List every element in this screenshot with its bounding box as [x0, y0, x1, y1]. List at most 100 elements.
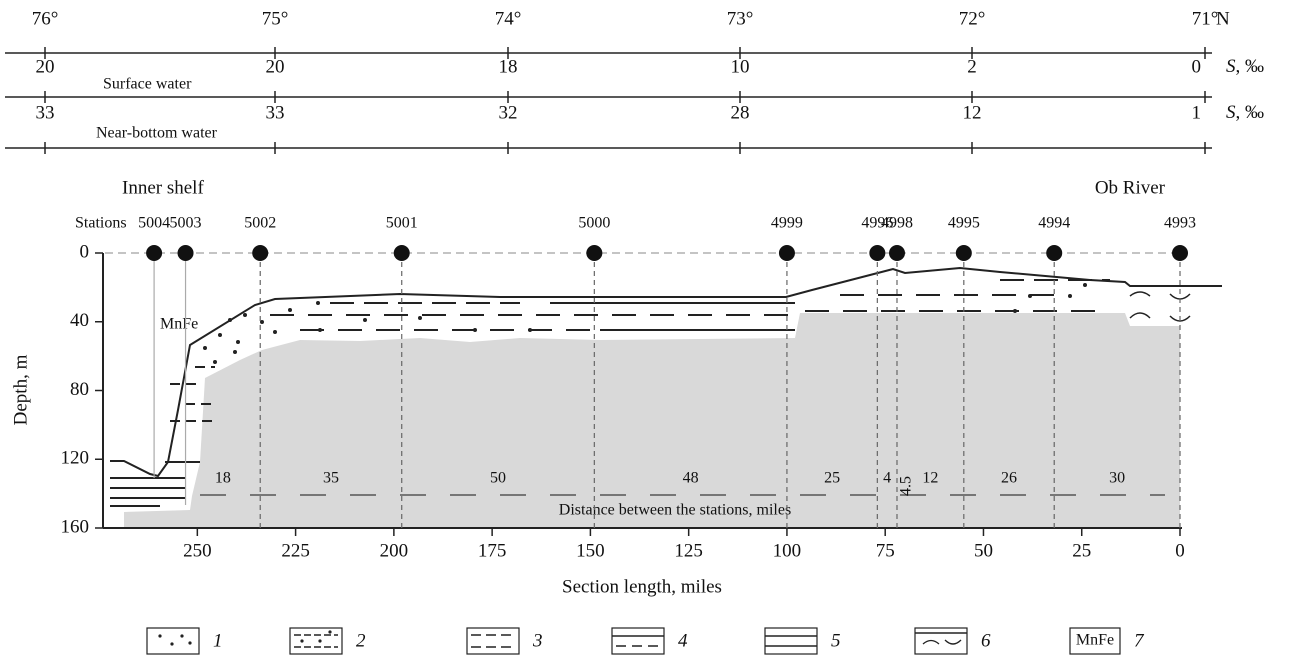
- legend-swatch: [764, 627, 818, 655]
- station-id: 4994: [1038, 215, 1070, 232]
- salinity-value: 33: [266, 102, 285, 123]
- legend-swatch: [466, 627, 520, 655]
- x-tick-label: 100: [773, 540, 802, 561]
- salinity-value: 28: [731, 102, 750, 123]
- x-tick-label: 225: [281, 540, 310, 561]
- legend-swatch: [289, 627, 343, 655]
- station-id: 5001: [386, 215, 418, 232]
- distances-caption: Distance between the stations, miles: [559, 502, 791, 519]
- station-marker: [393, 245, 410, 261]
- station-id: 4995: [948, 215, 980, 232]
- gap-label: 26: [1001, 470, 1017, 487]
- swatch-dot: [300, 639, 304, 643]
- longitude-label: 76°: [32, 8, 59, 29]
- gap-label: 12: [922, 470, 938, 487]
- longitude-label: 74°: [495, 8, 522, 29]
- salinity-value: 0: [1192, 56, 1202, 77]
- swatch-dot: [158, 634, 162, 638]
- station-marker: [177, 245, 194, 261]
- y-axis-label: Depth, m: [10, 354, 31, 425]
- swatch-dot: [188, 641, 192, 645]
- station-id: 4996: [861, 215, 893, 232]
- legend-number: 5: [831, 630, 841, 651]
- swatch-dot: [170, 642, 174, 646]
- gap-label: 35: [323, 470, 339, 487]
- region-left: Inner shelf: [122, 177, 204, 198]
- station-marker: [146, 245, 163, 261]
- station-marker: [888, 245, 905, 261]
- region-right: Ob River: [1095, 177, 1166, 198]
- unit-symbol: S: [1226, 102, 1236, 123]
- layer-patterns: [110, 279, 1191, 507]
- salinity-value: 2: [967, 56, 977, 77]
- gap-label: 18: [215, 470, 231, 487]
- station-marker: [869, 245, 886, 261]
- legend-swatch: [146, 627, 200, 655]
- station-id: 4999: [771, 215, 803, 232]
- y-tick-label: 0: [80, 241, 90, 262]
- x-tick-label: 0: [1175, 540, 1185, 561]
- x-tick-label: 50: [974, 540, 993, 561]
- unit-text: , ‰: [1236, 56, 1265, 77]
- station-id: 4998: [881, 215, 913, 232]
- seabed: [124, 313, 1180, 528]
- gap-label: 30: [1109, 470, 1125, 487]
- station-marker: [586, 245, 603, 261]
- legend-number: 1: [213, 630, 223, 651]
- longitude-label: 75°: [262, 8, 289, 29]
- station-marker: [778, 245, 795, 261]
- legend-number: 4: [678, 630, 688, 651]
- salinity-value: 20: [266, 56, 285, 77]
- station-id: 5004: [138, 215, 170, 232]
- salinity-value: 20: [36, 56, 55, 77]
- salinity-value: 10: [731, 56, 750, 77]
- hemisphere: N: [1216, 8, 1230, 29]
- legend: 1 2 3 4 5 6 MnFe 7: [146, 627, 1145, 655]
- y-tick-label: 120: [61, 448, 90, 469]
- legend-number: 2: [356, 630, 366, 651]
- station-id: 4993: [1164, 215, 1196, 232]
- salinity-value: 18: [499, 56, 518, 77]
- station-marker: [1046, 245, 1063, 261]
- salinity-value: 12: [963, 102, 982, 123]
- y-tick-label: 40: [70, 310, 89, 331]
- gap-label: 25: [824, 470, 840, 487]
- station-id: 5002: [244, 215, 276, 232]
- station-id: 5000: [578, 215, 610, 232]
- legend-number: 3: [532, 630, 543, 651]
- legend-swatch: [611, 627, 665, 655]
- x-tick-label: 200: [380, 540, 409, 561]
- unit-symbol: S: [1226, 56, 1236, 77]
- x-tick-label: 250: [183, 540, 212, 561]
- y-tick-label: 80: [70, 379, 89, 400]
- longitude-label: 71°: [1192, 8, 1219, 29]
- stations-label: Stations: [75, 215, 127, 232]
- x-tick-label: 150: [576, 540, 605, 561]
- station-marker: [1172, 245, 1188, 261]
- row-label: Surface water: [103, 76, 192, 93]
- legend-box-text: MnFe: [1076, 632, 1114, 649]
- longitude-label: 73°: [727, 8, 754, 29]
- x-axis-label: Section length, miles: [562, 576, 722, 597]
- row-label: Near-bottom water: [96, 125, 218, 142]
- unit: S, ‰: [1226, 56, 1264, 77]
- unit: S, ‰: [1226, 102, 1264, 123]
- swatch-arc: [922, 639, 962, 645]
- x-tick-label: 25: [1072, 540, 1091, 561]
- longitude-label: 72°: [959, 8, 986, 29]
- swatch-dot: [180, 634, 184, 638]
- swatch-dot: [318, 639, 322, 643]
- station-marker: [252, 245, 269, 261]
- x-tick-label: 75: [876, 540, 895, 561]
- gap-label: 4.5: [898, 476, 915, 496]
- gap-label: 50: [490, 470, 506, 487]
- salinity-value: 1: [1192, 102, 1202, 123]
- legend-swatch: [1069, 627, 1121, 655]
- salinity-value: 32: [499, 102, 518, 123]
- swatch-dot: [328, 630, 332, 634]
- station-id: 5003: [170, 215, 202, 232]
- gap-label: 4: [883, 470, 891, 487]
- unit-text: , ‰: [1236, 102, 1265, 123]
- legend-number: 6: [981, 630, 991, 651]
